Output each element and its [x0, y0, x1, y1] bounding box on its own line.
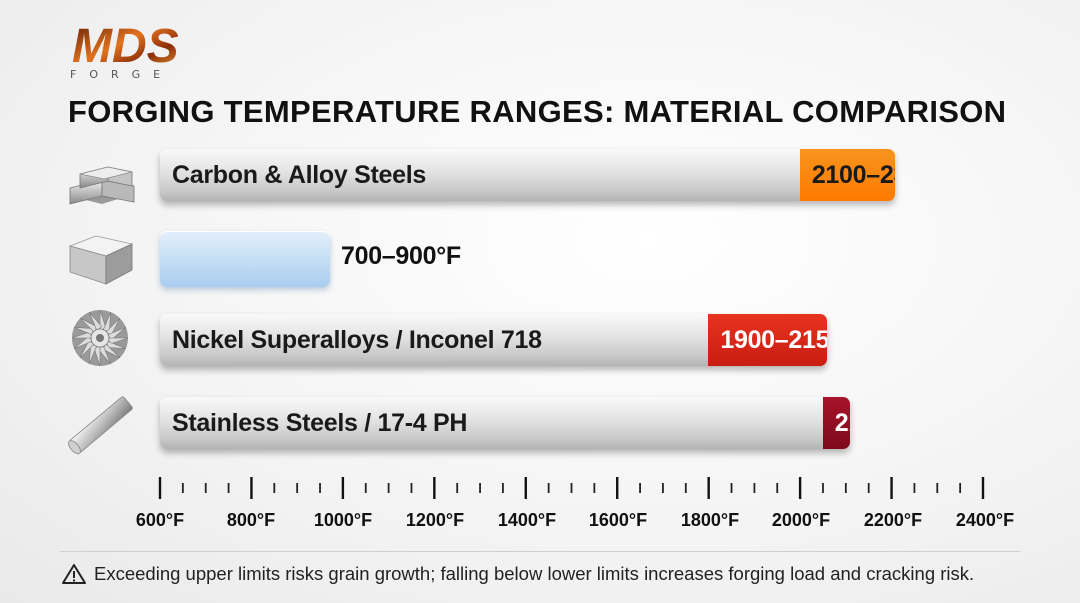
range-label: 2150–2200°F — [834, 408, 850, 437]
temperature-range-segment: 2150–2200°F — [822, 397, 850, 449]
turbine-disk-icon — [71, 309, 129, 367]
range-label: 2100–2300°F — [811, 160, 895, 189]
material-label: Nickel Superalloys / Inconel 718 — [172, 325, 542, 354]
temperature-range-segment: 1900–2150°F — [708, 314, 827, 366]
temperature-range-segment: 2100–2300°F — [799, 149, 896, 201]
x-tick-label: 600°F — [135, 510, 185, 530]
footnote: Exceeding upper limits risks grain growt… — [62, 563, 974, 585]
x-tick-label: 1400°F — [497, 510, 557, 530]
x-tick-label: 1600°F — [588, 510, 648, 530]
aluminum-block-icon — [68, 235, 134, 285]
range-bar-3: Stainless Steels / 17-4 PH 2150–2200°F — [160, 397, 850, 449]
material-label: Stainless Steels / 17-4 PH — [172, 408, 468, 437]
logo-mark: MDS — [72, 20, 179, 73]
steel-ingots-icon — [69, 166, 135, 205]
range-label: 700–900°F — [341, 242, 461, 270]
x-tick-label: 2200°F — [863, 510, 923, 530]
mds-forge-logo: MDS — [72, 20, 179, 73]
chart-title: FORGING TEMPERATURE RANGES: MATERIAL COM… — [68, 94, 1007, 129]
warning-icon — [62, 564, 86, 584]
x-tick-label: 2400°F — [955, 510, 1015, 530]
range-bar-1 — [160, 231, 330, 287]
footnote-text: Exceeding upper limits risks grain growt… — [94, 563, 975, 584]
range-label: 1900–2150°F — [720, 325, 827, 354]
steel-rod-icon — [68, 396, 133, 455]
x-tick-label: 1000°F — [313, 510, 373, 530]
x-tick-label: 1800°F — [680, 510, 740, 530]
range-bar-2: Nickel Superalloys / Inconel 718 1900–215… — [160, 314, 827, 366]
material-label: Carbon & Alloy Steels — [172, 160, 426, 189]
x-tick-label: 1200°F — [405, 510, 465, 530]
x-tick-label: 2000°F — [771, 510, 831, 530]
x-tick-label: 800°F — [226, 510, 276, 530]
logo-subtext: FORGE — [70, 68, 174, 81]
divider — [60, 551, 1020, 552]
range-bar-0: Carbon & Alloy Steels 2100–2300°F — [160, 149, 896, 201]
